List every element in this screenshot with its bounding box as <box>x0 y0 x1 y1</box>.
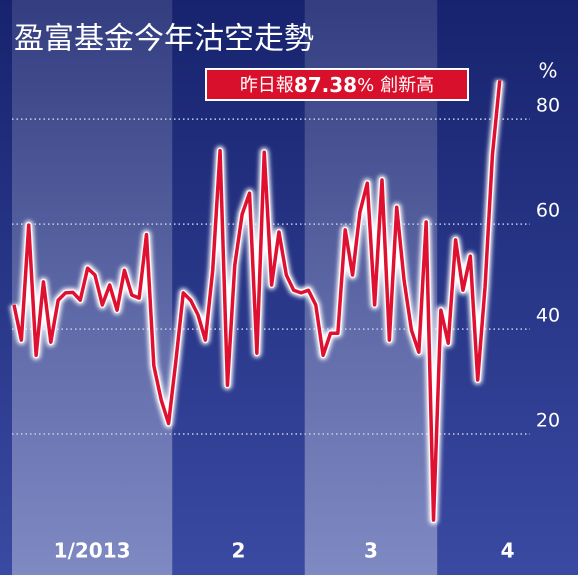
y-tick-label: 40 <box>536 305 560 327</box>
annotation-part: % <box>357 75 374 96</box>
annotation-part: 創新高 <box>380 75 434 96</box>
y-tick-label: 80 <box>536 95 560 117</box>
annotation-value: 87.38 <box>294 73 357 97</box>
x-tick-label: 2 <box>232 539 246 563</box>
y-tick-label: 60 <box>536 200 560 222</box>
x-tick-label: 3 <box>364 539 378 563</box>
y-tick-label: 20 <box>536 410 560 432</box>
data-line <box>12 80 502 522</box>
chart-title: 盈富基金今年沽空走勢 <box>14 22 314 57</box>
x-tick-label: 1/2013 <box>54 539 131 563</box>
unit-label: % <box>538 59 557 83</box>
annotation-part: 昨日報 <box>240 75 294 96</box>
annotation-box <box>205 68 469 101</box>
x-tick-label: 4 <box>501 539 515 563</box>
annotation: 昨日報87.38% 創新高 <box>240 73 434 97</box>
